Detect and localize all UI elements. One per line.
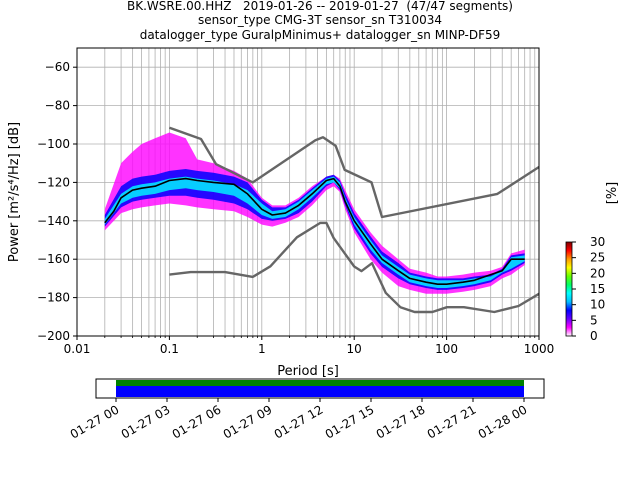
colorbar-tick-label: 30 [590,235,605,249]
colorbar-tick-label: 0 [590,329,598,343]
colorbar-tick-label: 15 [590,282,605,296]
x-tick-label: 100 [435,342,458,356]
x-axis-label: Period [s] [277,364,339,379]
coverage-tick-label: 01-27 00 [68,402,122,441]
y-tick-label: −180 [37,291,70,305]
x-tick-label: 10 [347,342,362,356]
y-tick-label: −160 [37,252,70,266]
noise-models [168,126,539,314]
colorbar-tick-label: 25 [590,251,605,265]
coverage-tick-label: 01-27 15 [323,402,377,441]
plot-frame [76,47,540,337]
title-line-2: sensor_type CMG-3T sensor_sn T310034 [197,13,443,27]
coverage-tick-label: 01-27 09 [221,402,275,441]
y-axis-label: Power [m²/s⁴/Hz] [dB] [7,122,22,262]
y-axis: −200 −180 −160 −140 −120 −100 −80 −60 [37,60,77,343]
x-tick-label: 1 [258,342,266,356]
x-tick-label: 0.1 [160,342,179,356]
title-line-1: BK.WSRE.00.HHZ 2019-01-26 -- 2019-01-27 … [127,0,513,13]
coverage-tick-label: 01-27 18 [374,402,428,441]
y-tick-label: −140 [37,214,70,228]
x-tick-label: 0.01 [64,342,91,356]
y-tick-label: −60 [45,60,70,74]
coverage-tick-label: 01-28 00 [476,402,530,441]
noise-model-nlnm [169,221,539,314]
colorbar-label: [%] [605,182,620,205]
probability-density [104,132,525,294]
coverage-tick-label: 01-27 12 [272,402,326,441]
coverage-psd-bar [116,386,524,397]
y-tick-label: −100 [37,137,70,151]
y-tick-label: −200 [37,329,70,343]
mode-line [104,177,525,286]
mode-curve [104,177,525,286]
x-tick-label: 1000 [524,342,555,356]
coverage-tick-label: 01-27 21 [425,402,479,441]
density-band-mid [104,169,525,290]
coverage-tick-label: 01-27 06 [170,402,224,441]
colorbar-tick-label: 10 [590,298,605,312]
coverage-data-bar [116,380,524,386]
y-tick-label: −80 [45,99,70,113]
colorbar-gradient [565,241,573,337]
coverage-tick-label: 01-27 03 [119,402,173,441]
colorbar-tick-label: 5 [590,313,598,327]
x-axis: 0.01 0.1 1 10 100 1000 [64,336,555,356]
density-band-outer [104,132,525,294]
noise-model-nhnm [168,126,539,219]
colorbar-tick-label: 20 [590,266,605,280]
title-line-3: datalogger_type GuralpMinimus+ datalogge… [139,28,501,42]
y-tick-label: −120 [37,175,70,189]
